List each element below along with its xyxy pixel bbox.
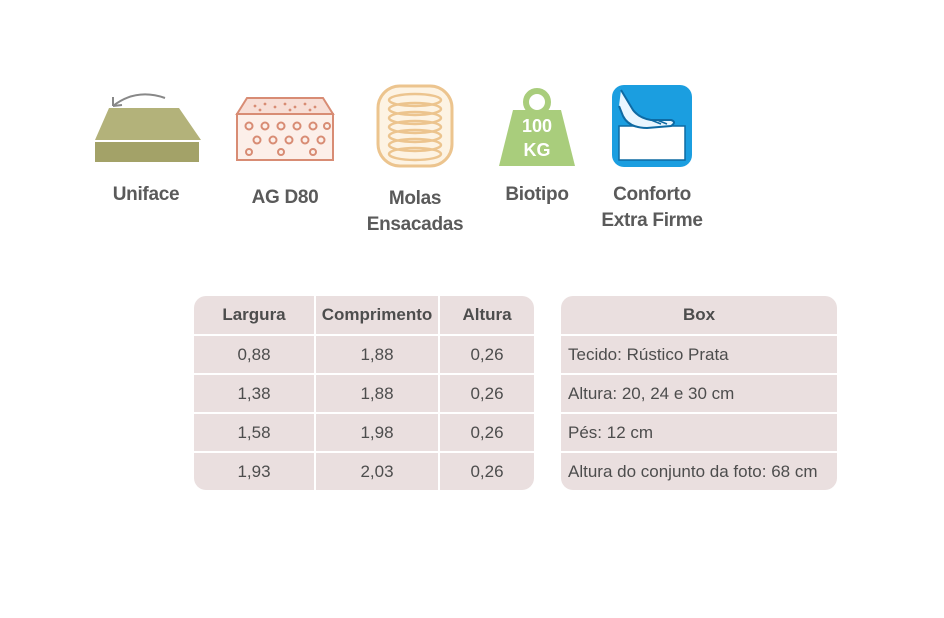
feature-molas-ensacadas: Molas Ensacadas [358,84,472,238]
table-row: 1,58 1,98 0,26 [194,412,534,451]
firm-comfort-icon [612,85,692,167]
foam-density-icon [235,97,335,161]
feature-biotipo: 100 KG Biotipo [488,88,586,208]
cell-largura: 0,88 [237,344,271,364]
box-info-tecido: Tecido: Rústico Prata [568,344,729,364]
pocket-springs-icon [376,84,454,168]
table-header-row: Largura Comprimento Altura [194,296,534,334]
sizes-table: Largura Comprimento Altura 0,88 1,88 0,2… [194,296,534,490]
cell-comprimento: 1,88 [314,336,438,373]
cell-altura: 0,26 [438,375,534,412]
header-box: Box [682,305,716,324]
weight-100kg-icon: 100 KG [499,88,575,166]
feature-ag-d80: AG D80 [226,94,344,211]
box-table: Box Tecido: Rústico Prata Altura: 20, 24… [561,296,837,490]
header-comprimento: Comprimento [314,296,438,334]
header-altura: Altura [438,296,534,334]
table-row: Tecido: Rústico Prata [561,334,837,373]
table-header-row: Box [561,296,837,334]
table-row: Altura do conjunto da foto: 68 cm [561,451,837,490]
cell-largura: 1,38 [237,383,271,403]
box-info-pes: Pés: 12 cm [568,422,654,442]
cell-largura: 1,93 [237,461,271,481]
header-largura: Largura [222,305,286,324]
weight-value-text: 100 [522,116,552,136]
feature-label-line1: Molas [388,188,442,209]
table-row: Pés: 12 cm [561,412,837,451]
cell-altura: 0,26 [438,453,534,490]
mattress-uniface-icon [95,93,201,162]
feature-conforto-extra-firme: Conforto Extra Firme [592,84,712,234]
table-row: Altura: 20, 24 e 30 cm [561,373,837,412]
box-info-altura-conjunto: Altura do conjunto da foto: 68 cm [568,461,818,481]
cell-altura: 0,26 [438,336,534,373]
cell-comprimento: 1,98 [314,414,438,451]
box-info-altura: Altura: 20, 24 e 30 cm [568,383,735,403]
cell-altura: 0,26 [438,414,534,451]
weight-unit-text: KG [524,140,551,160]
table-row: 1,93 2,03 0,26 [194,451,534,490]
cell-largura: 1,58 [237,422,271,442]
feature-label: AG D80 [251,187,319,208]
feature-label: Biotipo [505,184,569,205]
feature-label-line2: Ensacadas [366,214,464,235]
cell-comprimento: 2,03 [314,453,438,490]
feature-uniface: Uniface [86,84,206,208]
cell-comprimento: 1,88 [314,375,438,412]
table-row: 1,38 1,88 0,26 [194,373,534,412]
feature-label-line2: Extra Firme [601,210,703,231]
feature-label-line1: Conforto [613,184,691,205]
feature-label: Uniface [112,184,180,205]
table-row: 0,88 1,88 0,26 [194,334,534,373]
